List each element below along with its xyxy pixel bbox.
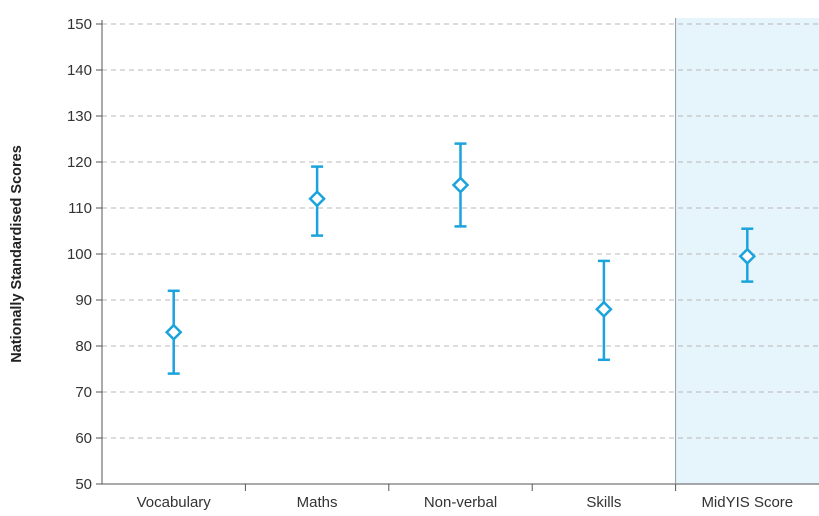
error-bar-point: [164, 289, 183, 375]
y-tick-label: 60: [75, 430, 92, 447]
y-tick-label: 150: [67, 16, 92, 33]
y-tick-label: 50: [75, 476, 92, 493]
y-tick-label: 120: [67, 154, 92, 171]
y-ticks: 50 60 70 80 90 100 110 120 130 140 150: [67, 16, 102, 493]
y-axis-label: Nationally Standardised Scores: [9, 145, 25, 363]
diamond-marker: [451, 176, 470, 194]
x-tick-label: Vocabulary: [137, 494, 212, 511]
x-ticks: Vocabulary Maths Non-verbal Skills MidYIS Sc…: [137, 484, 793, 511]
diamond-marker: [308, 190, 326, 208]
y-tick-label: 130: [67, 108, 92, 125]
error-bar-point: [308, 165, 326, 237]
x-tick-label: MidYIS Score: [701, 494, 793, 511]
y-tick-label: 100: [67, 246, 92, 263]
y-tick-label: 70: [75, 384, 92, 401]
x-tick-label: Skills: [586, 494, 621, 511]
diamond-marker: [738, 247, 757, 266]
axes: [101, 18, 819, 485]
data-marks: [164, 142, 757, 375]
y-tick-label: 110: [68, 200, 92, 217]
x-tick-label: Maths: [297, 494, 338, 511]
gridlines: [102, 23, 819, 439]
x-tick-label: Non-verbal: [424, 494, 497, 511]
error-bar-point: [451, 142, 470, 228]
y-tick-label: 80: [75, 338, 92, 355]
error-bar-point: [595, 259, 613, 362]
error-bar-point: [738, 227, 757, 283]
y-tick-label: 140: [67, 62, 92, 79]
diamond-marker: [164, 323, 183, 341]
diamond-marker: [595, 300, 613, 318]
y-tick-label: 90: [75, 292, 92, 309]
